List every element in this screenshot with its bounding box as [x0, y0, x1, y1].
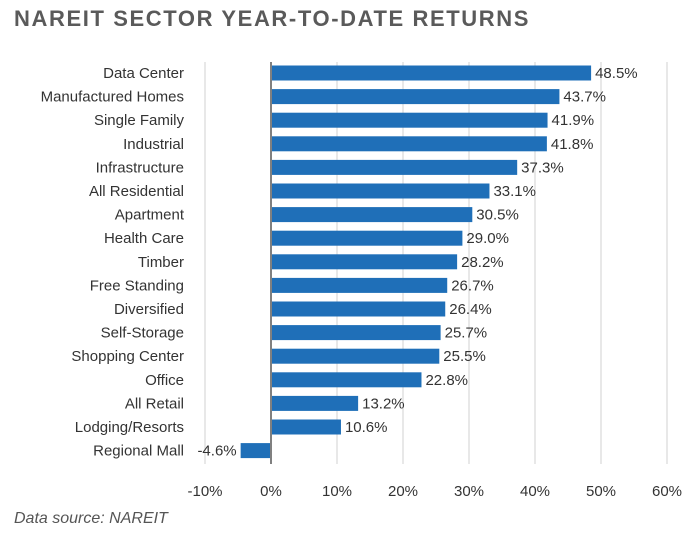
category-label: Timber: [138, 254, 184, 271]
bar: [271, 419, 341, 435]
bar: [271, 372, 422, 388]
bar: [271, 254, 458, 270]
bar: [271, 395, 359, 411]
category-label: Regional Mall: [93, 443, 184, 460]
x-tick-label: -10%: [187, 483, 222, 500]
bar-value-label: 25.7%: [445, 325, 488, 342]
category-label: Health Care: [104, 230, 184, 247]
x-tick-label: 60%: [652, 483, 682, 500]
bar: [271, 183, 490, 199]
x-tick-label: 10%: [322, 483, 352, 500]
category-label: Self-Storage: [101, 325, 184, 342]
bar-value-label: 30.5%: [476, 207, 519, 224]
category-label: Lodging/Resorts: [75, 419, 184, 436]
category-label: Apartment: [115, 207, 185, 224]
bar: [271, 89, 560, 105]
category-labels: Data Center Manufactured Homes Single Fami…: [41, 65, 185, 460]
bar: [271, 301, 446, 317]
bar-chart: Data Center Manufactured Homes Single Fami…: [41, 62, 682, 500]
bar-value-label: 26.7%: [451, 277, 494, 294]
category-label: All Retail: [125, 395, 184, 412]
x-axis-tick-labels: -10% 0% 10% 20% 30% 40% 50% 60%: [187, 483, 682, 500]
value-labels: 48.5% 43.7% 41.9% 41.8% 37.3% 33.1% 30.5% 29.0%…: [197, 65, 637, 460]
x-tick-label: 50%: [586, 483, 616, 500]
category-label: Data Center: [103, 65, 184, 82]
category-label: Single Family: [94, 112, 185, 129]
bar: [271, 112, 548, 128]
bar-value-label: 13.2%: [362, 395, 405, 412]
bar-value-label: 48.5%: [595, 65, 638, 82]
category-label: Infrastructure: [96, 159, 184, 176]
category-label: Diversified: [114, 301, 184, 318]
category-label: Shopping Center: [71, 348, 184, 365]
x-tick-label: 0%: [260, 483, 282, 500]
bar-value-label: 26.4%: [449, 301, 492, 318]
bar: [271, 159, 518, 175]
bar-value-label: 28.2%: [461, 254, 504, 271]
x-tick-label: 20%: [388, 483, 418, 500]
bar: [271, 230, 463, 246]
category-label: Industrial: [123, 136, 184, 153]
x-tick-label: 40%: [520, 483, 550, 500]
bar: [271, 65, 592, 81]
bar: [271, 207, 473, 223]
bar-value-label: 43.7%: [563, 89, 606, 106]
bar-value-label: 41.9%: [552, 112, 595, 129]
category-label: Manufactured Homes: [41, 89, 184, 106]
bar-value-label: 37.3%: [521, 159, 564, 176]
bar-value-label: 10.6%: [345, 419, 388, 436]
data-source-note: Data source: NAREIT: [14, 510, 168, 527]
bars: [240, 65, 592, 459]
bar-value-label: 22.8%: [425, 372, 468, 389]
category-label: All Residential: [89, 183, 184, 200]
bar-value-label: -4.6%: [197, 443, 236, 460]
bar: [271, 348, 440, 364]
bar: [271, 277, 448, 293]
chart-title: NAREIT SECTOR YEAR-TO-DATE RETURNS: [14, 6, 531, 31]
bar-value-label: 25.5%: [443, 348, 486, 365]
bar-value-label: 29.0%: [466, 230, 509, 247]
bar-value-label: 41.8%: [551, 136, 594, 153]
bar: [271, 325, 441, 341]
category-label: Office: [145, 372, 184, 389]
x-tick-label: 30%: [454, 483, 484, 500]
bar: [240, 443, 271, 459]
bar-value-label: 33.1%: [493, 183, 536, 200]
category-label: Free Standing: [90, 277, 184, 294]
bar: [271, 136, 547, 152]
